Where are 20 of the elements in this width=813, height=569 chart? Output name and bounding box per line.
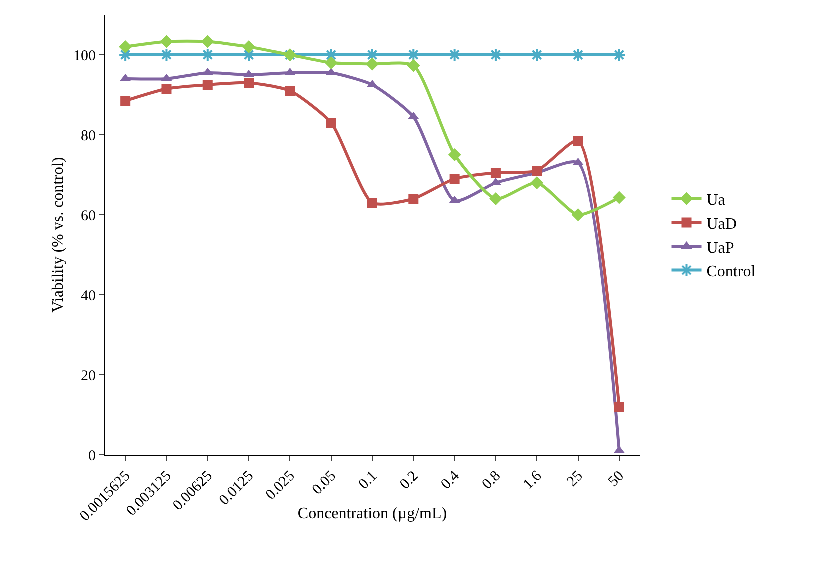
x-tick-label: 0.8 [480, 468, 504, 493]
x-tick-label: 50 [606, 468, 628, 490]
legend-label: Ua [706, 192, 726, 210]
x-tick-label: 25 [564, 468, 586, 490]
y-tick-label: 40 [81, 288, 96, 304]
y-tick-label: 20 [81, 368, 96, 384]
legend-label: UaP [706, 240, 734, 257]
legend-label: UaD [706, 216, 737, 233]
y-tick-label: 60 [81, 208, 96, 224]
x-tick-label: 0.1 [356, 468, 381, 493]
x-tick-label: 0.2 [397, 468, 422, 493]
x-tick-label: 0.05 [310, 468, 340, 498]
y-axis-title: Viability (% vs. control) [50, 157, 67, 313]
x-tick-label: 0.4 [438, 468, 464, 493]
y-tick-label: 0 [88, 448, 96, 464]
x-axis-title: Concentration (µg/mL) [298, 505, 448, 522]
x-tick-label: 1.6 [520, 468, 546, 493]
y-tick-label: 100 [74, 48, 96, 64]
legend-label: Control [706, 264, 756, 281]
y-tick-label: 80 [81, 128, 96, 144]
